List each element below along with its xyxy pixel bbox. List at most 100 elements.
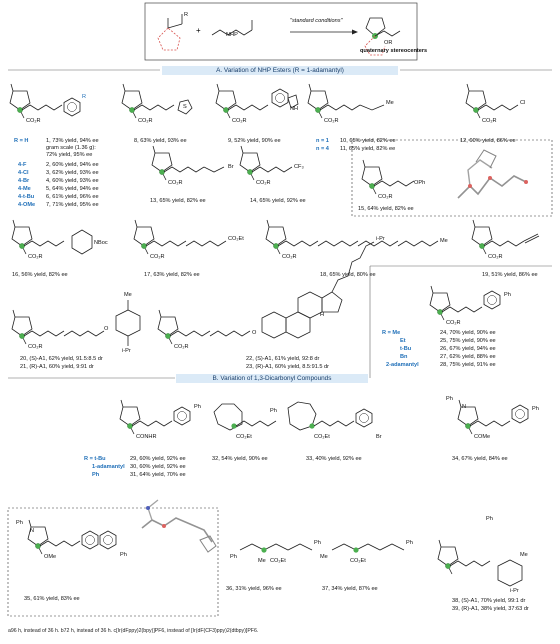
atom-o: O	[252, 330, 257, 336]
compound-24-caption: 24, 70% yield, 90% ee	[440, 330, 496, 336]
atom-co2r: CO₂R	[324, 118, 339, 124]
atom-nboc: NBoc	[94, 240, 108, 246]
compound-15-caption: 15, 64% yield, 82% ee	[358, 206, 414, 212]
atom-co2et: CO₂Et	[350, 558, 366, 564]
atom-r: R	[82, 94, 87, 100]
ester-r: R = Me	[382, 330, 401, 336]
atom-n: N	[30, 528, 35, 534]
compound-14-caption: 14, 65% yield, 92% ee	[250, 198, 306, 204]
atom-ph: Ph	[230, 554, 237, 560]
atom-co2r: CO₂R	[26, 118, 41, 124]
compound-33-caption: 33, 40% yield, 92% ee	[306, 456, 362, 462]
amide-r: R = t-Bu	[84, 456, 106, 462]
variant-sub: 4-Br	[18, 178, 30, 184]
dicarbonyl-reagent	[157, 14, 183, 51]
compound-21-caption: 21, (R)-A1, 60% yield, 9:91 dr	[20, 364, 94, 370]
variant-sub: 4-Me	[18, 186, 31, 192]
section-b-header: B. Variation of 1,3-Dicarbonyl Compounds	[176, 374, 368, 383]
amide-r: 1-adamantyl	[92, 464, 125, 470]
product-structure	[364, 17, 401, 56]
atom-co2r: CO₂R	[256, 180, 271, 186]
atom-co2r: CO₂R	[150, 254, 165, 260]
compound-9-caption: 9, 52% yield, 90% ee	[228, 138, 281, 144]
compound-18-caption: 18, 65% yield, 80% ee	[320, 272, 376, 278]
atom-co2r: CO₂R	[232, 118, 247, 124]
compound-19-caption: 19, 51% yield, 86% ee	[482, 272, 538, 278]
atom-me: Me	[520, 552, 528, 558]
atom-ph: Ph	[120, 552, 127, 558]
group-aryl-r-head: R = H	[14, 138, 29, 144]
atom-ph: Ph	[504, 292, 511, 298]
atom-cf3: CF₃	[294, 164, 304, 170]
atom-co2et: CO₂Et	[236, 434, 252, 440]
compound-1-gram-yield: 72% yield, 95% ee	[46, 152, 93, 158]
atom-co2r: CO₂R	[174, 344, 189, 350]
compound-16-caption: 16, 56% yield, 82% ee	[12, 272, 68, 278]
compound-1-gram-scale: gram scale (1.36 g):	[46, 145, 96, 151]
variant-caption: 5, 64% yield, 94% ee	[46, 186, 99, 192]
variant-caption: 7, 71% yield, 95% ee	[46, 202, 99, 208]
compound-15-frame	[351, 139, 553, 217]
atom-me: Me	[386, 100, 394, 106]
chain-n: n = 1	[316, 138, 329, 144]
section-a-header: A. Variation of NHP Esters (R = 1-adaman…	[162, 66, 398, 75]
atom-ph: Ph	[532, 406, 539, 412]
footnote: a96 h, instead of 36 h. b72 h, instead o…	[8, 628, 259, 634]
atom-ipr: i-Pr	[376, 236, 385, 242]
compound-11-caption: 11, 65% yield, 82% ee	[340, 146, 396, 152]
variant-sub: 4-Cl	[18, 170, 29, 176]
compound-17-caption: 17, 63% yield, 82% ee	[144, 272, 200, 278]
compound-13-caption: 13, 65% yield, 82% ee	[150, 198, 206, 204]
amide-r: Ph	[92, 472, 100, 478]
variant-caption: 2, 60% yield, 94% ee	[46, 162, 99, 168]
atom-ome: OMe	[44, 554, 57, 560]
reaction-arrow	[290, 29, 358, 35]
reagent-nhp-label: NHP	[226, 32, 238, 38]
compound-35-caption: 35, 61% yield, 83% ee	[24, 596, 80, 602]
atom-co2et: CO₂Et	[314, 434, 330, 440]
product-label: quaternary stereocenters	[360, 48, 428, 54]
svg-text:+: +	[196, 26, 201, 35]
atom-me: Me	[258, 558, 266, 564]
atom-me: Me	[440, 238, 448, 244]
compound-34-caption: 34, 67% yield, 84% ee	[452, 456, 508, 462]
atom-ph: Ph	[314, 540, 321, 546]
variant-caption: 3, 62% yield, 93% ee	[46, 170, 99, 176]
ester-r: Et	[400, 338, 406, 344]
atom-ph: Ph	[16, 520, 23, 526]
compound-10-caption: 10, 65% yield, 82% ee	[340, 138, 396, 144]
product-or: OR	[384, 40, 393, 46]
ester-r: Bn	[400, 354, 408, 360]
compound-31-caption: 31, 64% yield, 70% ee	[130, 472, 186, 478]
compound-12-caption: 12, 60% yield, 86% ee	[460, 138, 516, 144]
atom-o: O	[104, 326, 109, 332]
ester-r: t-Bu	[400, 346, 412, 352]
atom-co2r: CO₂R	[378, 194, 393, 200]
scheme-frame	[144, 2, 418, 61]
atom-co2r: CO₂R	[282, 254, 297, 260]
atom-co2r: CO₂R	[168, 180, 183, 186]
atom-co2r: CO₂R	[482, 118, 497, 124]
variant-sub: 4-t-Bu	[18, 194, 35, 200]
compound-22-caption: 22, (S)-A1, 61% yield, 92:8 dr	[246, 356, 320, 362]
atom-ph: Ph	[194, 404, 201, 410]
atom-co2r: CO₂R	[446, 320, 461, 326]
compound-26-caption: 26, 67% yield, 94% ee	[440, 346, 496, 352]
compound-30-caption: 30, 60% yield, 92% ee	[130, 464, 186, 470]
atom-come: COMe	[474, 434, 491, 440]
cholesterol-core	[261, 241, 375, 339]
compound-29-caption: 29, 60% yield, 92% ee	[130, 456, 186, 462]
atom-co2et: CO₂Et	[270, 558, 286, 564]
atom-ph: Ph	[270, 408, 277, 414]
atom-ph: Ph	[406, 540, 413, 546]
atom-conhr: CONHR	[136, 434, 157, 440]
atom-cl: Cl	[520, 100, 526, 106]
variant-sub: 4-F	[18, 162, 27, 168]
reagent-r: R	[184, 12, 189, 18]
atom-s: S	[183, 104, 187, 110]
atom-me: Me	[124, 292, 132, 298]
atom-co2r: CO₂R	[28, 344, 43, 350]
variant-caption: 6, 61% yield, 96% ee	[46, 194, 99, 200]
